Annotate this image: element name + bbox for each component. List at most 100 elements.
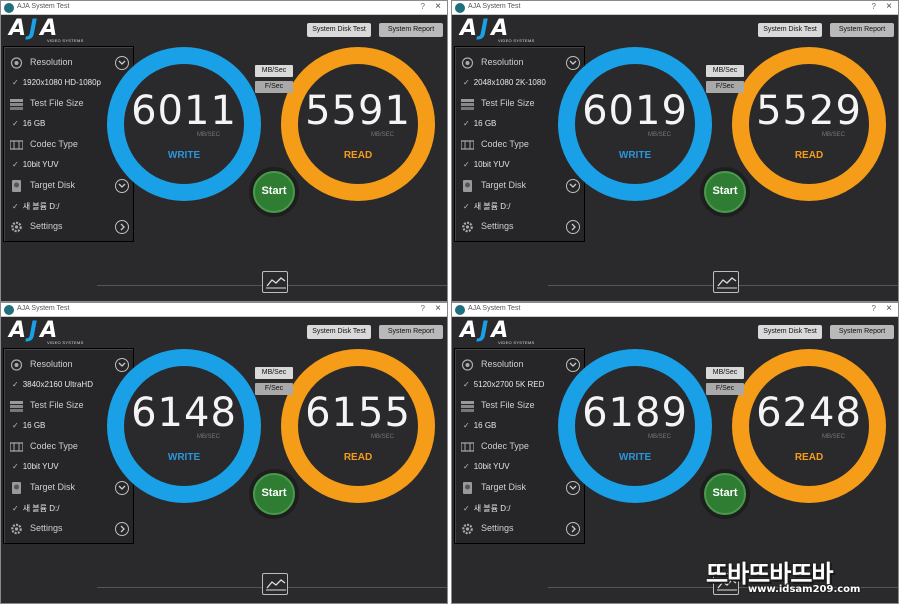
aja-logo: AJA VIDEO SYSTEMS (9, 16, 93, 43)
site-watermark: 뜨바뜨바뜨바 www.idsam209.com (706, 554, 896, 602)
chevron-right-icon[interactable] (566, 522, 580, 536)
chevron-down-icon[interactable] (566, 481, 580, 495)
disk-drive-icon (12, 482, 21, 494)
target-disk-row[interactable]: Target Disk (10, 480, 132, 496)
app-icon (4, 305, 14, 315)
film-grid-icon (461, 140, 474, 150)
write-unit: MB/SEC (648, 434, 672, 440)
close-button[interactable]: × (886, 1, 892, 12)
close-button[interactable]: × (435, 303, 441, 314)
codec-type-value: ✓ 10bit YUV (463, 462, 510, 471)
target-disk-row[interactable]: Target Disk (461, 480, 583, 496)
aja-logo: AJA VIDEO SYSTEMS (460, 16, 544, 43)
chevron-down-icon[interactable] (115, 56, 129, 70)
window-title: AJA System Test (17, 3, 70, 10)
graph-button[interactable] (713, 573, 739, 595)
mb-per-sec-button[interactable]: MB/Sec (706, 367, 744, 379)
settings-row[interactable]: Settings (10, 219, 132, 235)
app-icon (455, 3, 465, 13)
stacked-disks-icon (10, 401, 23, 412)
close-button[interactable]: × (435, 1, 441, 12)
system-report-button[interactable]: System Report (379, 23, 443, 37)
start-button[interactable]: Start (700, 469, 750, 519)
resolution-label: Resolution (30, 57, 73, 67)
chevron-down-icon[interactable] (566, 179, 580, 193)
system-report-button[interactable]: System Report (830, 23, 894, 37)
frames-per-sec-button[interactable]: F/Sec (706, 81, 744, 93)
gear-icon (462, 221, 473, 233)
write-gauge: 6019 MB/SEC WRITE (558, 47, 712, 201)
start-label: Start (712, 185, 738, 197)
resolution-row[interactable]: Resolution (461, 55, 583, 71)
system-report-button[interactable]: System Report (379, 325, 443, 339)
frames-per-sec-button[interactable]: F/Sec (255, 383, 293, 395)
resolution-value: ✓ 5120x2700 5K RED (463, 380, 545, 389)
aja-window-1: AJA System Test ? × AJA VIDEO SYSTEMS Sy… (0, 0, 448, 302)
system-disk-test-button[interactable]: System Disk Test (758, 23, 822, 37)
target-disk-label: Target Disk (30, 482, 76, 492)
gear-icon (11, 221, 22, 233)
graph-button[interactable] (262, 573, 288, 595)
window-title: AJA System Test (17, 305, 70, 312)
system-report-button[interactable]: System Report (830, 325, 894, 339)
film-grid-icon (10, 140, 23, 150)
codec-type-value: ✓ 10bit YUV (12, 160, 59, 169)
aja-logo: AJA VIDEO SYSTEMS (460, 318, 544, 345)
target-disk-value: ✓ 새 볼륨 D:/ (12, 504, 60, 513)
app-icon (4, 3, 14, 13)
stacked-disks-icon (10, 99, 23, 110)
resolution-row[interactable]: Resolution (461, 357, 583, 373)
target-disk-row[interactable]: Target Disk (10, 178, 132, 194)
disk-drive-icon (463, 482, 472, 494)
settings-row[interactable]: Settings (461, 521, 583, 537)
system-disk-test-button[interactable]: System Disk Test (307, 325, 371, 339)
help-button[interactable]: ? (420, 2, 425, 11)
system-disk-test-button[interactable]: System Disk Test (758, 325, 822, 339)
help-button[interactable]: ? (871, 2, 876, 11)
chevron-down-icon[interactable] (566, 56, 580, 70)
start-button[interactable]: Start (249, 469, 299, 519)
write-value: 6019 (582, 88, 688, 134)
chevron-right-icon[interactable] (566, 220, 580, 234)
graph-button[interactable] (713, 271, 739, 293)
mb-per-sec-button[interactable]: MB/Sec (255, 367, 293, 379)
graph-button[interactable] (262, 271, 288, 293)
start-button[interactable]: Start (249, 167, 299, 217)
settings-row[interactable]: Settings (10, 521, 132, 537)
logo-subtitle: VIDEO SYSTEMS (498, 38, 535, 43)
read-unit: MB/SEC (371, 434, 395, 440)
test-file-size-value: ✓ 16 GB (12, 421, 46, 430)
test-file-size-value: ✓ 16 GB (12, 119, 46, 128)
frames-per-sec-button[interactable]: F/Sec (255, 81, 293, 93)
target-disk-row[interactable]: Target Disk (461, 178, 583, 194)
chevron-down-icon[interactable] (115, 481, 129, 495)
title-bar: AJA System Test ? × (452, 1, 898, 15)
codec-type-label: Codec Type (481, 139, 529, 149)
chevron-down-icon[interactable] (115, 358, 129, 372)
frames-per-sec-button[interactable]: F/Sec (706, 383, 744, 395)
chevron-right-icon[interactable] (115, 522, 129, 536)
start-label: Start (261, 487, 287, 499)
resolution-label: Resolution (30, 359, 73, 369)
system-disk-test-button[interactable]: System Disk Test (307, 23, 371, 37)
chevron-down-icon[interactable] (115, 179, 129, 193)
line-chart-icon (717, 579, 737, 591)
start-button[interactable]: Start (700, 167, 750, 217)
chevron-right-icon[interactable] (115, 220, 129, 234)
mb-per-sec-button[interactable]: MB/Sec (706, 65, 744, 77)
help-button[interactable]: ? (420, 304, 425, 313)
close-button[interactable]: × (886, 303, 892, 314)
settings-label: Settings (30, 523, 63, 533)
chevron-down-icon[interactable] (566, 358, 580, 372)
help-button[interactable]: ? (871, 304, 876, 313)
resolution-row[interactable]: Resolution (10, 357, 132, 373)
read-gauge: 5591 MB/SEC READ (281, 47, 435, 201)
gear-icon (462, 523, 473, 535)
stacked-disks-icon (461, 99, 474, 110)
resolution-row[interactable]: Resolution (10, 55, 132, 71)
settings-row[interactable]: Settings (461, 219, 583, 235)
film-grid-icon (461, 442, 474, 452)
mb-per-sec-button[interactable]: MB/Sec (255, 65, 293, 77)
logo-text: AJA (9, 16, 61, 41)
